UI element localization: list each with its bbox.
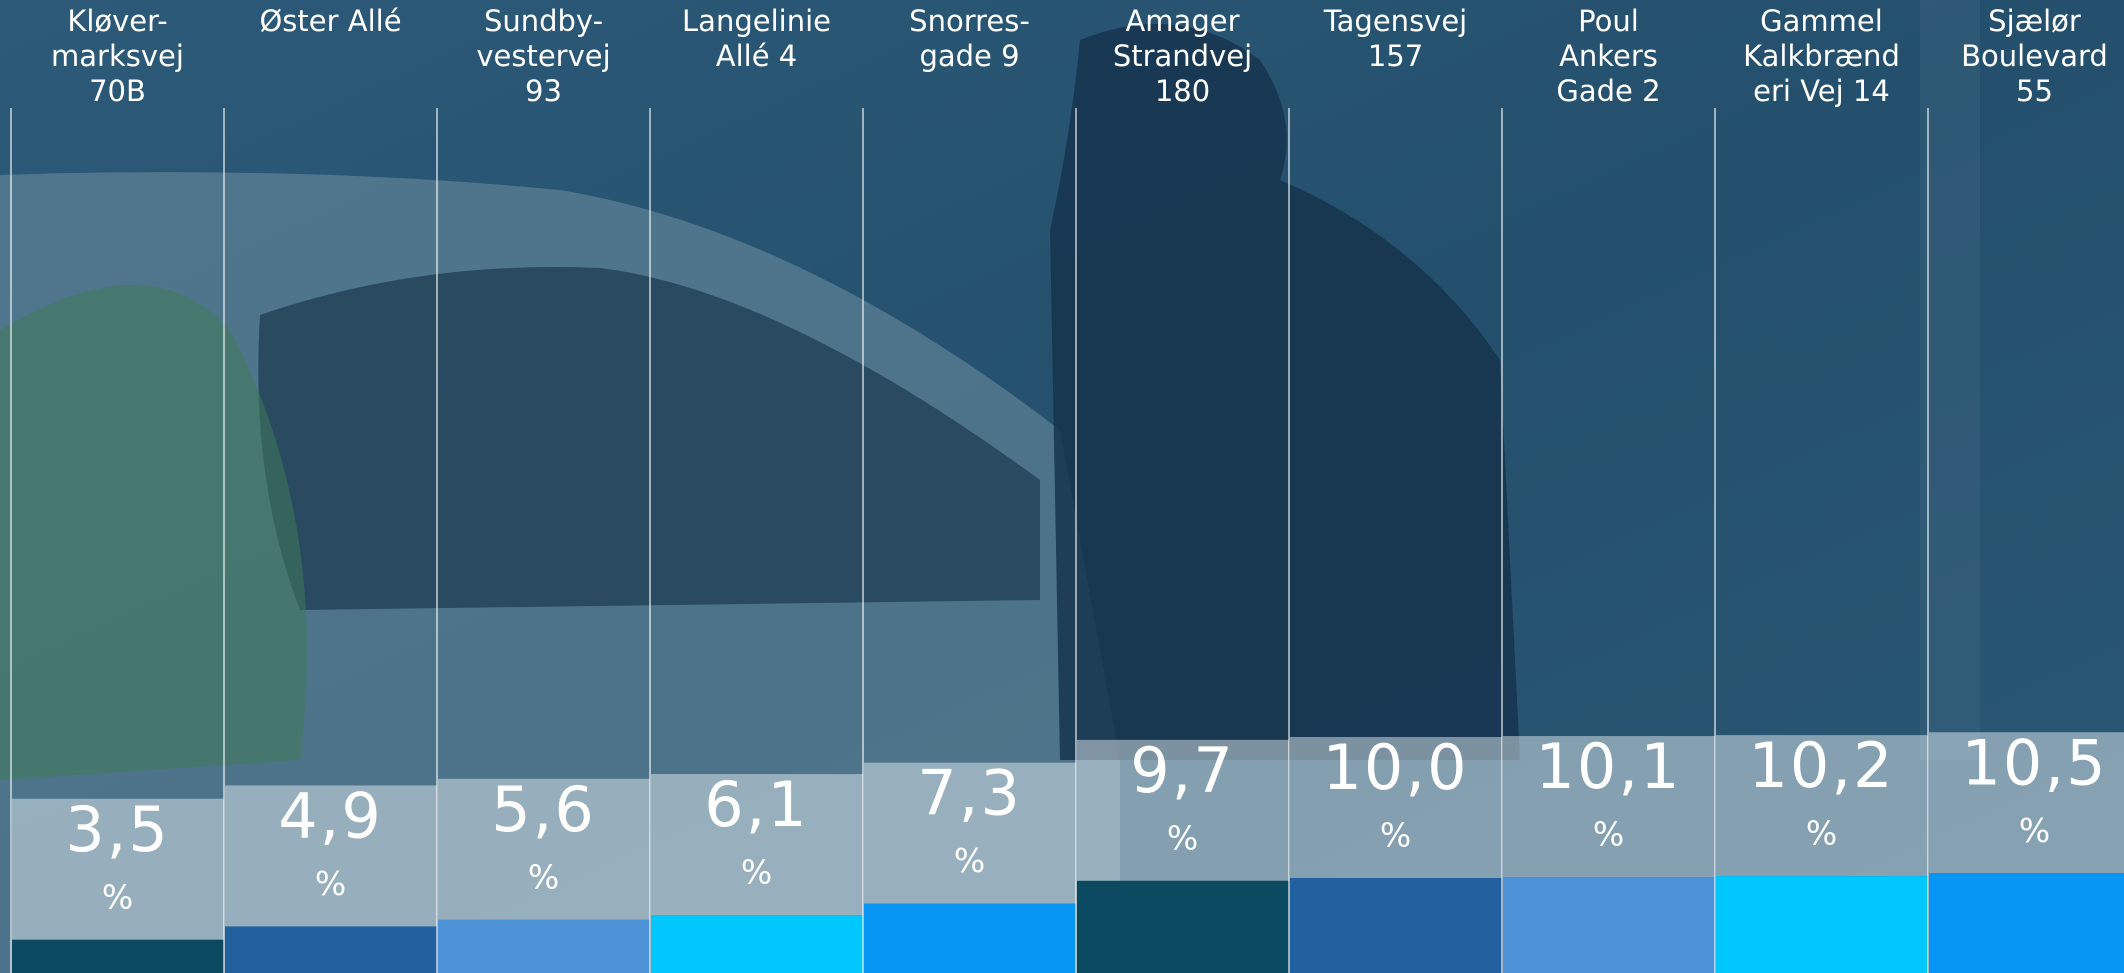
category-label: Snorres-gade 9 [909, 4, 1030, 73]
category-line: marksvej [51, 39, 184, 73]
category-line: Kalkbrænd [1743, 39, 1900, 73]
category-label: Poul Ankers Gade 2 [1556, 4, 1660, 108]
category-line: Poul [1578, 4, 1639, 38]
category-line: Sundby- [484, 4, 603, 38]
value-box [1716, 735, 1928, 877]
value-label: 10,1 [1535, 730, 1681, 803]
category-label: Langelinie Allé 4 [682, 4, 831, 73]
category-line: Amager [1125, 4, 1239, 38]
category-line: Gammel [1760, 4, 1883, 38]
category-label: Amager Strandvej 180 [1113, 4, 1252, 108]
value-box [1290, 737, 1502, 878]
value-box [225, 785, 437, 927]
category-line: Ankers [1559, 39, 1658, 73]
unit-label: % [315, 864, 346, 903]
category-line: Kløver- [67, 4, 167, 38]
value-box [438, 778, 650, 920]
bar [1290, 878, 1502, 973]
bar [1716, 876, 1928, 973]
value-box [1077, 739, 1289, 881]
category-label: Øster Allé [259, 4, 401, 38]
category-line: gade 9 [919, 39, 1019, 73]
unit-label: % [1167, 818, 1198, 857]
category-label: Gammel Kalkbrænd eri Vej 14 [1743, 4, 1900, 108]
category-line: Allé 4 [716, 39, 797, 73]
bar [438, 919, 650, 973]
category-line: 55 [2016, 74, 2053, 108]
category-line: 157 [1368, 39, 1423, 73]
value-label: 9,7 [1130, 734, 1235, 807]
bar [651, 915, 863, 973]
value-label: 10,0 [1322, 731, 1468, 804]
value-box [1503, 736, 1715, 878]
category-line: 93 [525, 74, 562, 108]
category-line: eri Vej 14 [1753, 74, 1890, 108]
value-box [12, 798, 224, 940]
category-line: Langelinie [682, 4, 831, 38]
category-line: Sjælør [1988, 4, 2081, 38]
category-label: Tagensvej 157 [1323, 4, 1468, 73]
value-label: 10,2 [1748, 729, 1894, 802]
unit-label: % [528, 857, 559, 896]
value-label: 4,9 [278, 780, 383, 853]
category-line: Strandvej [1113, 39, 1252, 73]
unit-label: % [2019, 811, 2050, 850]
unit-label: % [741, 853, 772, 892]
unit-label: % [1593, 815, 1624, 854]
category-label: Sundby-vestervej 93 [476, 4, 610, 108]
category-line: Gade 2 [1556, 74, 1660, 108]
category-line: vestervej [476, 39, 610, 73]
bar [1077, 880, 1289, 973]
category-line: Øster Allé [259, 4, 401, 38]
bar [1503, 877, 1715, 973]
value-label: 6,1 [704, 768, 809, 841]
category-line: 180 [1155, 74, 1210, 108]
unit-label: % [1806, 814, 1837, 853]
category-label: Sjælør Boulevard 55 [1961, 4, 2108, 108]
bar [12, 939, 224, 973]
unit-label: % [954, 841, 985, 880]
unit-label: % [1380, 816, 1411, 855]
category-line: Boulevard [1961, 39, 2108, 73]
bar [225, 926, 437, 973]
bar [864, 903, 1076, 973]
value-label: 7,3 [917, 757, 1022, 830]
value-label: 5,6 [491, 773, 596, 846]
value-label: 3,5 [65, 793, 170, 866]
value-box [651, 774, 863, 916]
bar [1929, 873, 2124, 973]
category-line: 70B [89, 74, 146, 108]
category-line: Tagensvej [1323, 4, 1468, 38]
value-box [864, 762, 1076, 904]
category-label: Kløver-marksvej 70B [51, 4, 184, 108]
unit-label: % [102, 877, 133, 916]
value-label: 10,5 [1961, 726, 2107, 799]
category-line: Snorres- [909, 4, 1030, 38]
value-box [1929, 732, 2124, 874]
